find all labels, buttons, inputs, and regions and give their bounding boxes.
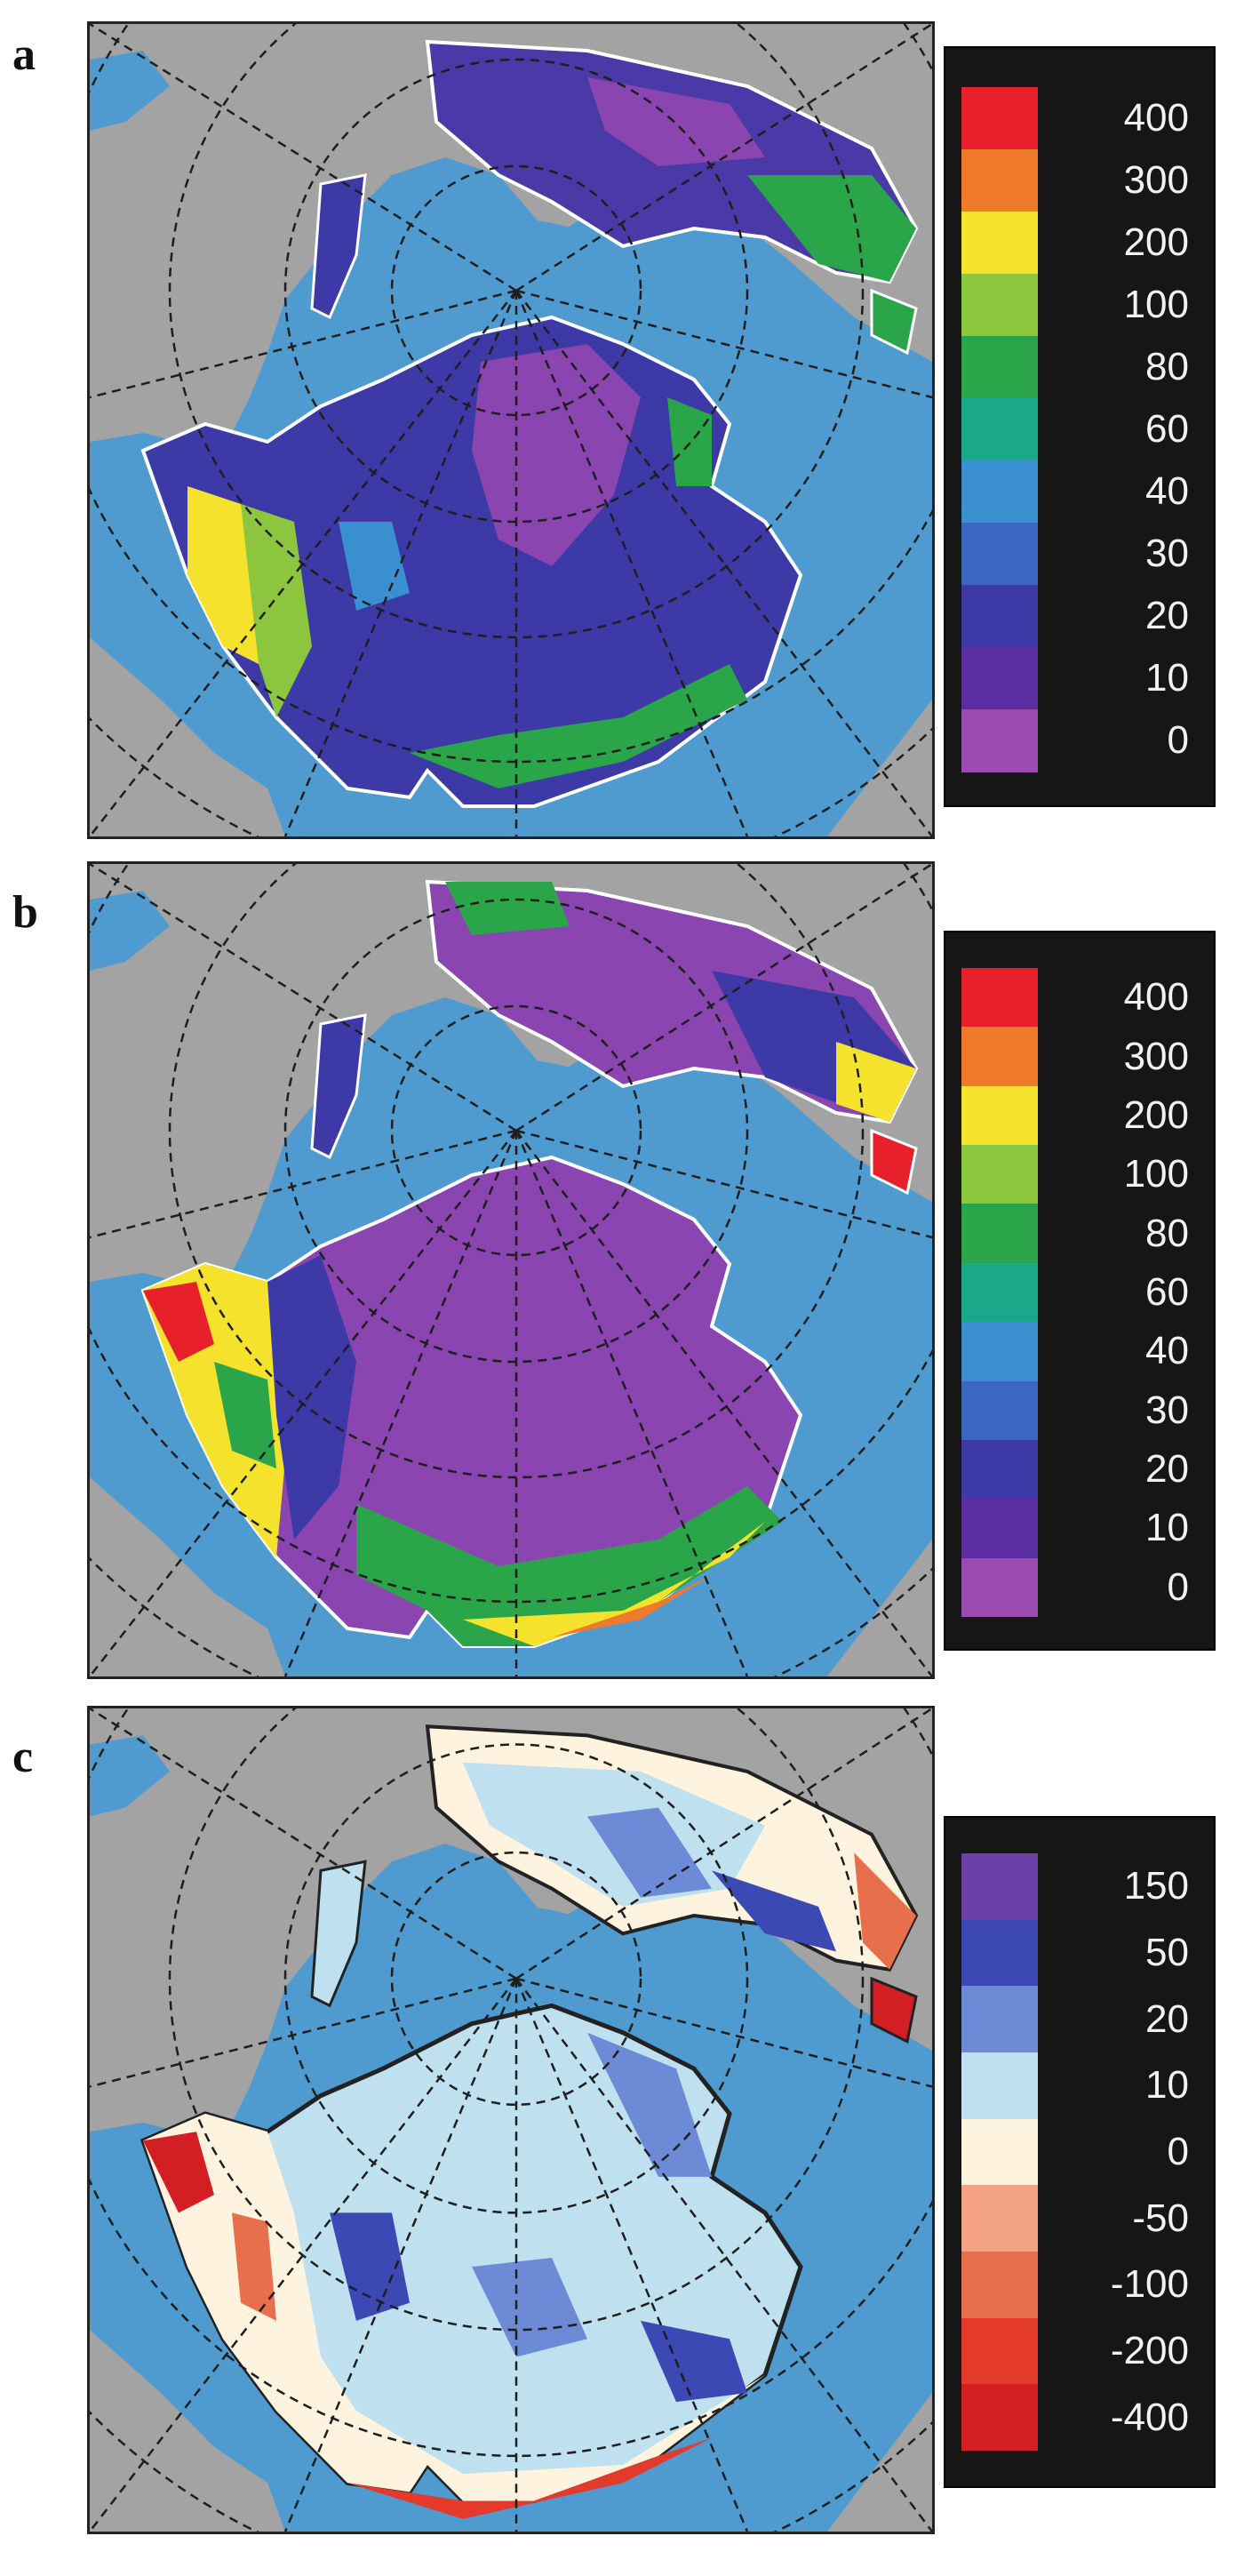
legend-swatch xyxy=(961,2185,1038,2252)
legend-tick-label: 100 xyxy=(1123,283,1189,326)
legend-swatch xyxy=(961,87,1038,150)
legend-tick-label: 10 xyxy=(1145,1506,1189,1550)
legend-swatch xyxy=(961,1499,1038,1559)
legend-swatch xyxy=(961,212,1038,275)
legend-swatch xyxy=(961,1322,1038,1382)
legend-tick-label: 20 xyxy=(1145,1996,1189,2041)
legend-tick-label: 100 xyxy=(1123,1152,1189,1196)
legend-tick-label: 400 xyxy=(1123,96,1189,140)
legend-tick-label: 20 xyxy=(1145,1447,1189,1492)
legend-swatch xyxy=(961,709,1038,772)
legend-swatch xyxy=(961,523,1038,586)
legend-tick-label: 30 xyxy=(1145,1388,1189,1432)
legend-tick-label: 200 xyxy=(1123,1092,1189,1137)
legend-swatch xyxy=(961,2052,1038,2120)
legend-tick-label: 150 xyxy=(1123,1864,1189,1908)
polar-map xyxy=(87,21,935,839)
legend-tick-label: 0 xyxy=(1167,1564,1189,1609)
legend-tick-label: 50 xyxy=(1145,1931,1189,1974)
panel-c: c xyxy=(0,1702,1244,2576)
legend-swatch xyxy=(961,1557,1038,1618)
legend-swatch xyxy=(961,1204,1038,1264)
legend-tick-label: 10 xyxy=(1145,656,1189,700)
legend-swatch xyxy=(961,1027,1038,1087)
legend-swatch xyxy=(961,585,1038,648)
legend-tick-label: -400 xyxy=(1110,2395,1189,2439)
map-svg xyxy=(90,1708,932,2532)
legend-swatches xyxy=(961,1853,1038,2452)
legend-swatch xyxy=(961,1853,1038,1921)
panel-label: a xyxy=(12,29,36,80)
legend-tick-label: 10 xyxy=(1145,2063,1189,2108)
color-legend: 400 300 200 100 80 60 40 30 20 10 0 xyxy=(944,46,1216,807)
map-svg xyxy=(90,24,932,836)
legend-tick-label: 80 xyxy=(1145,1211,1189,1255)
legend-swatch xyxy=(961,1986,1038,2053)
legend-swatch xyxy=(961,1262,1038,1323)
legend-tick-label: 40 xyxy=(1145,1329,1189,1373)
legend-swatch xyxy=(961,1145,1038,1204)
legend-swatch xyxy=(961,1439,1038,1500)
polar-map xyxy=(87,861,935,1679)
panel-a: a xyxy=(0,0,1244,853)
legend-tick-label: 40 xyxy=(1145,469,1189,513)
legend-swatches xyxy=(961,87,1038,772)
legend-tick-label: -50 xyxy=(1132,2196,1189,2240)
legend-tick-label: 20 xyxy=(1145,594,1189,637)
legend-swatches xyxy=(961,968,1038,1618)
color-legend: 150 50 20 10 0 -50 -100 -200 -400 xyxy=(944,1816,1216,2488)
legend-swatch xyxy=(961,2252,1038,2319)
panel-b: b xyxy=(0,858,1244,1693)
legend-tick-label: 60 xyxy=(1145,1270,1189,1314)
legend-tick-label: 300 xyxy=(1123,158,1189,202)
legend-tick-label: 300 xyxy=(1123,1034,1189,1078)
legend-swatch xyxy=(961,274,1038,337)
legend-tick-label: 0 xyxy=(1167,2130,1189,2173)
polar-map xyxy=(87,1706,935,2534)
legend-tick-label: 0 xyxy=(1167,718,1189,762)
color-legend: 400 300 200 100 80 60 40 30 20 10 0 xyxy=(944,931,1216,1651)
legend-swatch xyxy=(961,1380,1038,1441)
panel-label: b xyxy=(12,887,38,938)
legend-tick-label: 30 xyxy=(1145,532,1189,575)
legend-swatch xyxy=(961,149,1038,212)
legend-swatch xyxy=(961,2384,1038,2452)
legend-swatch xyxy=(961,460,1038,524)
legend-tick-label: 60 xyxy=(1145,407,1189,451)
legend-swatch xyxy=(961,2317,1038,2385)
legend-tick-label: 400 xyxy=(1123,975,1189,1020)
legend-tick-label: -100 xyxy=(1110,2262,1189,2307)
legend-swatch xyxy=(961,647,1038,710)
legend-swatch xyxy=(961,1919,1038,1987)
legend-tick-label: -200 xyxy=(1110,2329,1189,2372)
panel-label: c xyxy=(12,1732,34,1782)
legend-swatch xyxy=(961,336,1038,399)
legend-swatch xyxy=(961,968,1038,1028)
legend-tick-label: 80 xyxy=(1145,345,1189,388)
legend-tick-label: 200 xyxy=(1123,220,1189,264)
legend-swatch xyxy=(961,2118,1038,2186)
map-svg xyxy=(90,864,932,1676)
legend-swatch xyxy=(961,1085,1038,1146)
legend-swatch xyxy=(961,398,1038,461)
